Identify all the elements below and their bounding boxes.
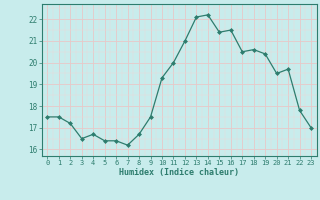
X-axis label: Humidex (Indice chaleur): Humidex (Indice chaleur)	[119, 168, 239, 177]
